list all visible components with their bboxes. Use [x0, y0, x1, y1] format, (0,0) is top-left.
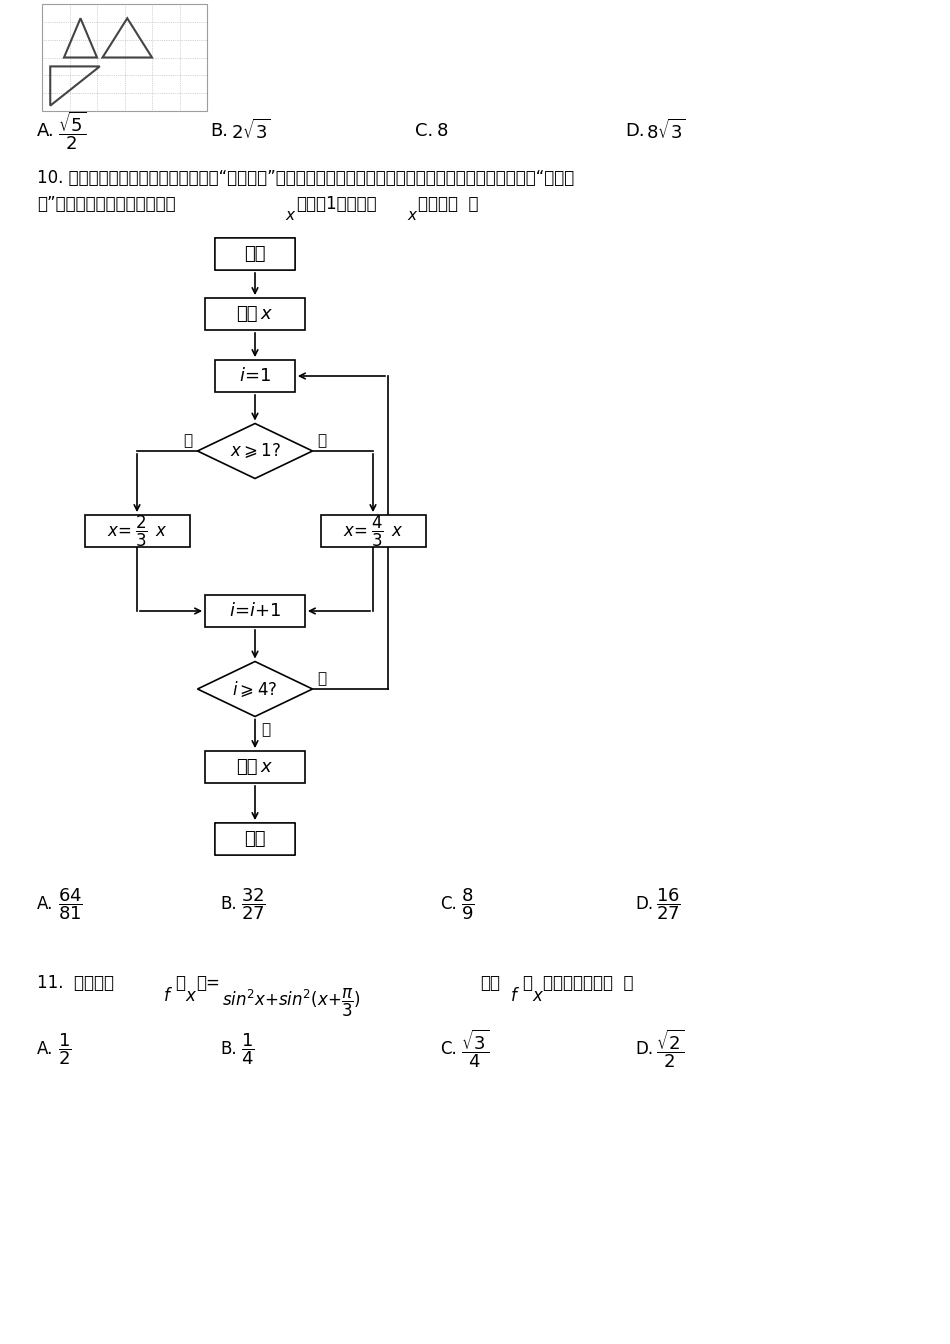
Text: $\dfrac{1}{2}$: $\dfrac{1}{2}$	[58, 1031, 71, 1067]
Text: $\dfrac{2}{3}$: $\dfrac{2}{3}$	[135, 513, 147, 548]
Text: 是: 是	[261, 723, 270, 738]
Text: $8$: $8$	[436, 122, 448, 140]
Text: ）的最小值为（  ）: ）的最小值为（ ）	[543, 974, 634, 992]
Text: C.: C.	[415, 122, 433, 140]
Text: 10. 相传黄帝时代，在制定乐律时，用“三分损益”的方法得到不同的竹管，吹出不同的音调．如图的程序是与“三分损: 10. 相传黄帝时代，在制定乐律时，用“三分损益”的方法得到不同的竹管，吹出不同…	[37, 169, 574, 187]
FancyBboxPatch shape	[85, 515, 189, 547]
Text: $x$: $x$	[285, 208, 296, 223]
Text: $sin^2x$+$sin^2$($x$+$\dfrac{\pi}{3}$): $sin^2x$+$sin^2$($x$+$\dfrac{\pi}{3}$)	[222, 986, 361, 1019]
Text: $x$=: $x$=	[343, 521, 368, 540]
Text: $\dfrac{\sqrt{5}}{2}$: $\dfrac{\sqrt{5}}{2}$	[58, 110, 86, 152]
Polygon shape	[198, 423, 313, 478]
Text: 的值为1，输出的: 的值为1，输出的	[296, 195, 376, 212]
Text: $x$: $x$	[260, 305, 274, 323]
FancyBboxPatch shape	[205, 595, 305, 628]
Text: 11.  已知函数: 11. 已知函数	[37, 974, 114, 992]
FancyBboxPatch shape	[215, 360, 295, 392]
Text: 否: 否	[317, 434, 327, 449]
Text: B.: B.	[220, 895, 237, 913]
Text: $x\geqslant$1?: $x\geqslant$1?	[230, 442, 280, 460]
Text: $\dfrac{\sqrt{2}}{2}$: $\dfrac{\sqrt{2}}{2}$	[656, 1028, 684, 1070]
Text: $8\sqrt{3}$: $8\sqrt{3}$	[646, 118, 686, 142]
Text: 否: 否	[317, 672, 327, 687]
Text: $\dfrac{1}{4}$: $\dfrac{1}{4}$	[241, 1031, 255, 1067]
Text: $\dfrac{64}{81}$: $\dfrac{64}{81}$	[58, 886, 83, 922]
Text: D.: D.	[625, 122, 645, 140]
Text: $x$: $x$	[390, 521, 403, 540]
Text: $x$: $x$	[407, 208, 419, 223]
Text: $\dfrac{32}{27}$: $\dfrac{32}{27}$	[241, 886, 266, 922]
Text: $\dfrac{8}{9}$: $\dfrac{8}{9}$	[461, 886, 474, 922]
Text: ，则: ，则	[480, 974, 500, 992]
Text: 是: 是	[183, 434, 193, 449]
Text: $x$: $x$	[185, 986, 198, 1005]
Text: A.: A.	[37, 895, 53, 913]
Text: C.: C.	[440, 1040, 457, 1058]
Text: A.: A.	[37, 122, 55, 140]
Text: $i$=1: $i$=1	[239, 367, 271, 384]
Text: A.: A.	[37, 1040, 53, 1058]
FancyBboxPatch shape	[320, 515, 426, 547]
Text: $2\sqrt{3}$: $2\sqrt{3}$	[231, 118, 271, 142]
Bar	[42, 4, 207, 112]
Text: D.: D.	[635, 1040, 654, 1058]
Text: B.: B.	[210, 122, 228, 140]
Text: $\dfrac{16}{27}$: $\dfrac{16}{27}$	[656, 886, 681, 922]
Text: D.: D.	[635, 895, 654, 913]
Text: $x$=: $x$=	[106, 521, 131, 540]
Text: ）=: ）=	[196, 974, 219, 992]
Text: $x$: $x$	[532, 986, 544, 1005]
Text: 的值为（  ）: 的值为（ ）	[418, 195, 479, 212]
Polygon shape	[198, 661, 313, 716]
Text: $i\geqslant$4?: $i\geqslant$4?	[233, 680, 277, 699]
Text: C.: C.	[440, 895, 457, 913]
Text: $f$: $f$	[163, 986, 173, 1005]
Text: $\dfrac{\sqrt{3}}{4}$: $\dfrac{\sqrt{3}}{4}$	[461, 1028, 489, 1070]
Text: 输出: 输出	[237, 758, 257, 775]
Text: （: （	[175, 974, 185, 992]
Text: $x$: $x$	[155, 521, 167, 540]
Text: $f$: $f$	[510, 986, 520, 1005]
Text: B.: B.	[220, 1040, 237, 1058]
Text: $\dfrac{4}{3}$: $\dfrac{4}{3}$	[370, 513, 383, 548]
FancyBboxPatch shape	[215, 238, 295, 270]
Text: 益”结合的计算过程，若输入的: 益”结合的计算过程，若输入的	[37, 195, 176, 212]
Text: 输入: 输入	[237, 305, 257, 323]
Text: $i$=$i$+1: $i$=$i$+1	[229, 602, 281, 620]
FancyBboxPatch shape	[205, 751, 305, 784]
Text: （: （	[522, 974, 532, 992]
Text: 结束: 结束	[244, 831, 266, 848]
Text: $x$: $x$	[260, 758, 274, 775]
Text: 开始: 开始	[244, 245, 266, 263]
FancyBboxPatch shape	[205, 298, 305, 331]
FancyBboxPatch shape	[215, 823, 295, 855]
